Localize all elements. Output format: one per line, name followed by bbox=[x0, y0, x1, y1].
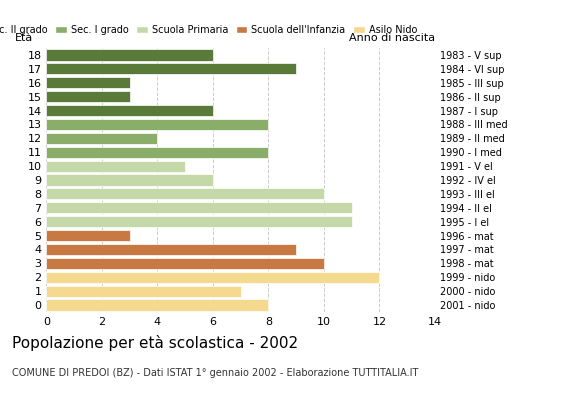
Text: COMUNE DI PREDOI (BZ) - Dati ISTAT 1° gennaio 2002 - Elaborazione TUTTITALIA.IT: COMUNE DI PREDOI (BZ) - Dati ISTAT 1° ge… bbox=[12, 368, 418, 378]
Bar bbox=[46, 77, 130, 88]
Text: Popolazione per età scolastica - 2002: Popolazione per età scolastica - 2002 bbox=[12, 335, 298, 351]
Bar bbox=[46, 63, 296, 74]
Bar bbox=[46, 105, 213, 116]
Bar bbox=[46, 244, 296, 255]
Bar bbox=[46, 216, 351, 227]
Bar bbox=[46, 202, 351, 213]
Bar bbox=[46, 300, 269, 311]
Bar bbox=[46, 133, 157, 144]
Text: Anno di nascita: Anno di nascita bbox=[349, 33, 435, 43]
Bar bbox=[46, 174, 213, 186]
Bar bbox=[46, 147, 269, 158]
Bar bbox=[46, 160, 185, 172]
Bar bbox=[46, 230, 130, 241]
Bar bbox=[46, 119, 269, 130]
Bar bbox=[46, 49, 213, 60]
Text: Età: Età bbox=[15, 33, 34, 43]
Bar bbox=[46, 272, 379, 283]
Bar bbox=[46, 258, 324, 269]
Bar bbox=[46, 91, 130, 102]
Legend: Sec. II grado, Sec. I grado, Scuola Primaria, Scuola dell'Infanzia, Asilo Nido: Sec. II grado, Sec. I grado, Scuola Prim… bbox=[0, 21, 421, 39]
Bar bbox=[46, 286, 241, 297]
Bar bbox=[46, 188, 324, 200]
